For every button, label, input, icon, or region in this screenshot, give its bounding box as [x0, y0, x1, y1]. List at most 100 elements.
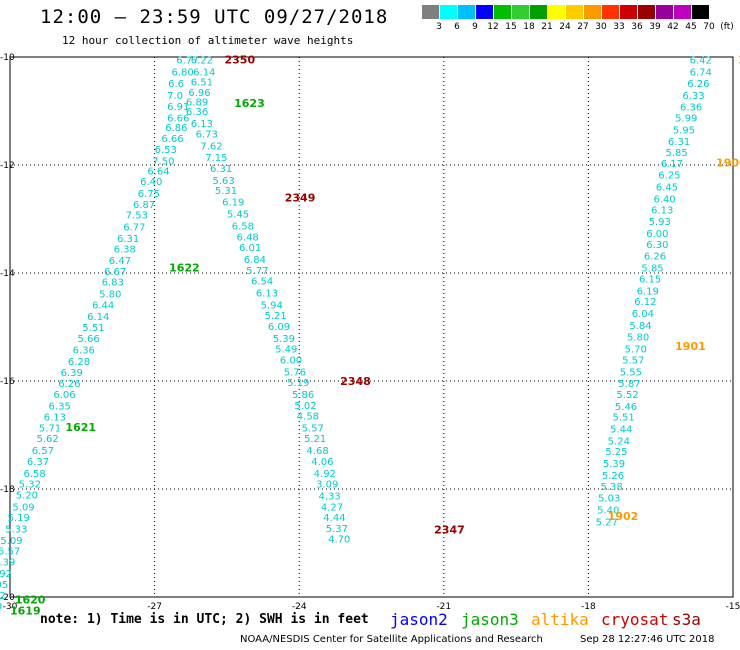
wave-height-value: 6.96 — [188, 88, 210, 99]
wave-height-value: 5.82 — [0, 591, 6, 602]
legend-swatch — [566, 5, 583, 19]
wave-height-value: 7.0 — [167, 91, 183, 102]
wave-height-value: 6.00 — [646, 229, 668, 240]
wave-height-value: 5.80 — [99, 290, 121, 301]
wave-height-value: 6.09 — [268, 322, 290, 333]
wave-height-value: 6.30 — [646, 240, 668, 251]
wave-height-value: 6.6 — [168, 79, 184, 90]
wave-height-value: 5.26 — [602, 471, 624, 482]
page-title: 12:00 – 23:59 UTC 09/27/2018 — [40, 6, 389, 28]
wave-height-value: 5.21 — [264, 311, 286, 322]
wave-height-value: 6.36 — [680, 103, 702, 114]
wave-height-value: 5.33 — [5, 524, 27, 535]
x-tick-label: -24 — [292, 602, 307, 612]
wave-height-value: 5.55 — [620, 367, 642, 378]
wave-height-value: 6.31 — [117, 234, 139, 245]
legend-label: 9 — [472, 22, 478, 32]
y-tick-label: -10 — [0, 53, 15, 63]
legend-swatch — [584, 5, 601, 19]
wave-height-value: 6.04 — [632, 309, 654, 320]
pass-time-label: 2348 — [340, 375, 371, 388]
wave-height-value: 5.31 — [215, 186, 237, 197]
wave-height-value: 5.95 — [673, 125, 695, 136]
wave-height-value: 6.66 — [161, 134, 183, 145]
wave-height-value: 6.31 — [210, 164, 232, 175]
wave-height-value: 7.62 — [200, 142, 222, 153]
wave-height-value: 6.73 — [196, 130, 218, 141]
page-subtitle: 12 hour collection of altimeter wave hei… — [62, 34, 354, 47]
wave-height-value: 6.13 — [44, 413, 66, 424]
wave-height-value: 5.20 — [16, 490, 38, 501]
wave-height-value: 5.49 — [275, 345, 297, 356]
legend-label: 27 — [577, 22, 589, 32]
wave-height-value: 5.09 — [12, 502, 34, 513]
wave-height-value: 7.50 — [152, 157, 174, 168]
legend-swatch — [638, 5, 655, 19]
wave-height-value: 5.24 — [608, 436, 630, 447]
wave-height-value: 6.38 — [114, 245, 136, 256]
pass-time-label: 1623 — [234, 97, 265, 110]
wave-height-value: 7.53 — [126, 211, 148, 222]
wave-height-value: 6.48 — [237, 232, 259, 243]
legend-swatch — [656, 5, 673, 19]
wave-height-value: 6.15 — [639, 274, 661, 285]
wave-height-value: 5.39 — [603, 459, 625, 470]
wave-height-value: 6.13 — [191, 119, 213, 130]
wave-height-value: 5.44 — [610, 425, 632, 436]
wave-height-value: 6.84 — [244, 255, 266, 266]
wave-height-value: 6.67 — [104, 267, 126, 278]
wave-height-value: 6.77 — [123, 223, 145, 234]
wave-height-value: 5.45 — [227, 210, 249, 221]
wave-height-value: 5.05 — [0, 580, 8, 591]
wave-height-value: 6.58 — [232, 221, 254, 232]
wave-height-value: 6.86 — [165, 123, 187, 134]
wave-height-value: 5.87 — [618, 379, 640, 390]
wave-height-value: 6.40 — [653, 194, 675, 205]
pass-time-label: 2350 — [224, 54, 255, 67]
wave-height-value: 6.74 — [690, 68, 712, 79]
pass-time-label: 1900 — [716, 156, 740, 169]
legend-swatch — [476, 5, 493, 19]
wave-height-value: 6.53 — [155, 145, 177, 156]
wave-height-value: 6.14 — [87, 312, 109, 323]
wave-height-value: 5.79 — [0, 602, 2, 613]
legend-label: 12 — [487, 22, 499, 32]
pass-time-label: 1619 — [10, 605, 41, 618]
wave-height-value: 6.40 — [140, 177, 162, 188]
legend-swatch — [494, 5, 511, 19]
pass-time-label: 1902 — [608, 510, 639, 523]
wave-height-value: 6.14 — [193, 68, 215, 79]
wave-height-value: 6.28 — [68, 357, 90, 368]
pass-time-label: 2349 — [285, 191, 316, 204]
wave-height-value: 5.77 — [246, 266, 268, 277]
wave-height-value: 4.92 — [314, 469, 336, 480]
wave-height-value: 5.37 — [326, 524, 348, 535]
plot-frame — [9, 56, 734, 598]
wave-height-value: 6.45 — [656, 183, 678, 194]
wave-height-value: 6.26 — [644, 252, 666, 263]
wave-height-value: 6.87 — [133, 200, 155, 211]
timestamp-text: Sep 28 12:27:46 UTC 2018 — [580, 634, 715, 645]
wave-height-value: 5.32 — [19, 480, 41, 491]
x-tick-label: -27 — [147, 602, 162, 612]
pass-time-label: 1620 — [15, 594, 46, 607]
wave-height-value: 6.22 — [191, 56, 213, 67]
wave-height-value: 6.39 — [61, 368, 83, 379]
legend-label: (ft) — [720, 22, 734, 32]
wave-height-value: 5.57 — [0, 547, 20, 558]
wave-height-value: 5.57 — [302, 423, 324, 434]
wave-height-value: 5.25 — [605, 447, 627, 458]
wave-height-value: 6.35 — [49, 401, 71, 412]
wave-height-value: 4.06 — [311, 457, 333, 468]
wave-height-value: 6.54 — [251, 277, 273, 288]
wave-height-value: 6.25 — [658, 171, 680, 182]
legend-swatch — [530, 5, 547, 19]
wave-height-value: 5.63 — [212, 176, 234, 187]
wave-height-value: 6.26 — [687, 79, 709, 90]
wave-height-value: 5.51 — [613, 413, 635, 424]
wave-height-value: 6.75 — [138, 189, 160, 200]
wave-height-value: 6.13 — [256, 288, 278, 299]
legend-label: 18 — [523, 22, 535, 32]
wave-height-value: 5.85 — [666, 148, 688, 159]
